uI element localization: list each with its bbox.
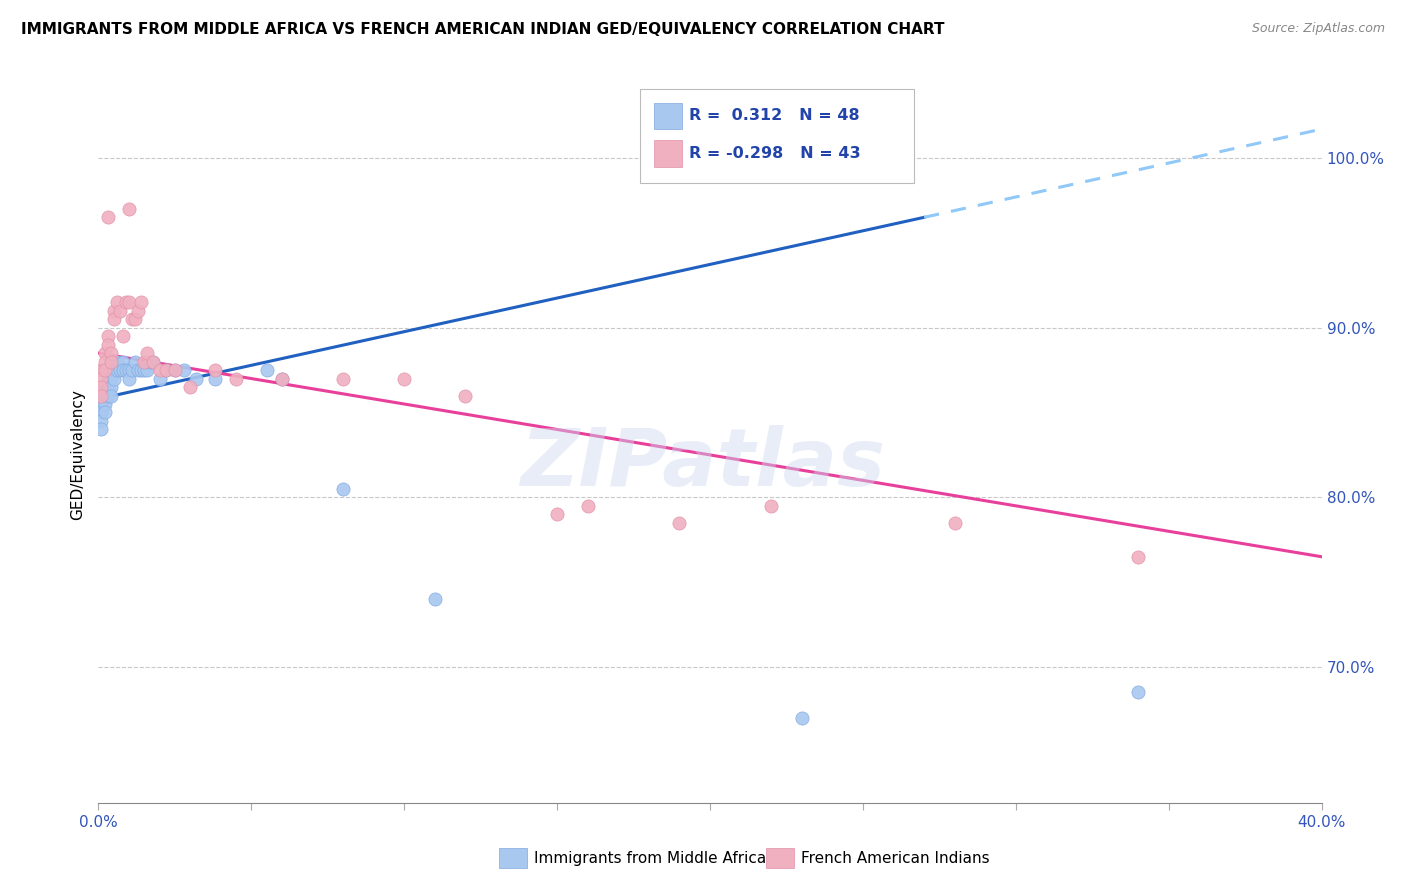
Point	[90, 422, 112, 436]
Text: R = -0.298   N = 43: R = -0.298 N = 43	[689, 146, 860, 161]
Point	[149, 371, 172, 385]
Point	[179, 380, 201, 394]
Point	[1128, 549, 1150, 564]
Point	[118, 202, 141, 216]
Point	[790, 711, 813, 725]
Point	[97, 211, 120, 225]
Point	[90, 363, 112, 377]
Point	[93, 346, 115, 360]
Point	[90, 380, 112, 394]
Point	[163, 363, 186, 377]
Text: Immigrants from Middle Africa: Immigrants from Middle Africa	[534, 851, 766, 865]
Point	[111, 363, 134, 377]
Point	[100, 363, 122, 377]
Point	[173, 363, 195, 377]
Text: Source: ZipAtlas.com: Source: ZipAtlas.com	[1251, 22, 1385, 36]
Point	[90, 371, 112, 385]
Point	[127, 363, 149, 377]
Point	[97, 371, 120, 385]
Point	[129, 295, 152, 310]
Point	[100, 354, 122, 368]
Y-axis label: GED/Equivalency: GED/Equivalency	[70, 390, 86, 520]
Point	[142, 354, 165, 368]
Point	[100, 346, 122, 360]
Point	[93, 354, 115, 368]
Point	[103, 312, 125, 326]
Point	[142, 354, 165, 368]
Point	[134, 363, 156, 377]
Text: IMMIGRANTS FROM MIDDLE AFRICA VS FRENCH AMERICAN INDIAN GED/EQUIVALENCY CORRELAT: IMMIGRANTS FROM MIDDLE AFRICA VS FRENCH …	[21, 22, 945, 37]
Point	[93, 363, 115, 377]
Point	[121, 363, 143, 377]
Point	[103, 363, 125, 377]
Point	[111, 354, 134, 368]
Point	[100, 371, 122, 385]
Point	[103, 371, 125, 385]
Point	[270, 371, 292, 385]
Point	[163, 363, 186, 377]
Point	[108, 303, 131, 318]
Point	[546, 508, 568, 522]
Point	[124, 354, 146, 368]
Point	[124, 312, 146, 326]
Point	[90, 414, 112, 428]
Point	[129, 363, 152, 377]
Point	[97, 337, 120, 351]
Point	[93, 388, 115, 402]
Point	[97, 329, 120, 343]
Point	[121, 312, 143, 326]
Point	[103, 354, 125, 368]
Point	[97, 380, 120, 394]
Point	[103, 303, 125, 318]
Point	[118, 371, 141, 385]
Point	[270, 371, 292, 385]
Point	[100, 388, 122, 402]
Point	[118, 363, 141, 377]
Point	[100, 380, 122, 394]
Point	[136, 346, 159, 360]
Point	[392, 371, 416, 385]
Point	[134, 354, 156, 368]
Point	[118, 295, 141, 310]
Point	[105, 354, 128, 368]
Text: French American Indians: French American Indians	[801, 851, 990, 865]
Point	[139, 354, 162, 368]
Text: ZIPatlas: ZIPatlas	[520, 425, 886, 503]
Point	[576, 499, 599, 513]
Point	[204, 371, 226, 385]
Point	[332, 371, 354, 385]
Point	[93, 380, 115, 394]
Point	[668, 516, 690, 530]
Point	[97, 363, 120, 377]
Point	[90, 388, 112, 402]
Point	[423, 592, 446, 607]
Text: R =  0.312   N = 48: R = 0.312 N = 48	[689, 109, 859, 123]
Point	[115, 363, 138, 377]
Point	[256, 363, 278, 377]
Point	[105, 295, 128, 310]
Point	[149, 363, 172, 377]
Point	[186, 371, 208, 385]
Point	[105, 363, 128, 377]
Point	[943, 516, 966, 530]
Point	[93, 405, 115, 419]
Point	[1128, 685, 1150, 699]
Point	[115, 295, 138, 310]
Point	[90, 388, 112, 402]
Point	[204, 363, 226, 377]
Point	[332, 482, 354, 496]
Point	[759, 499, 782, 513]
Point	[155, 363, 177, 377]
Point	[108, 363, 131, 377]
Point	[90, 405, 112, 419]
Point	[90, 397, 112, 411]
Point	[454, 388, 477, 402]
Point	[93, 397, 115, 411]
Point	[97, 388, 120, 402]
Point	[155, 363, 177, 377]
Point	[111, 329, 134, 343]
Point	[136, 363, 159, 377]
Point	[225, 371, 247, 385]
Point	[127, 303, 149, 318]
